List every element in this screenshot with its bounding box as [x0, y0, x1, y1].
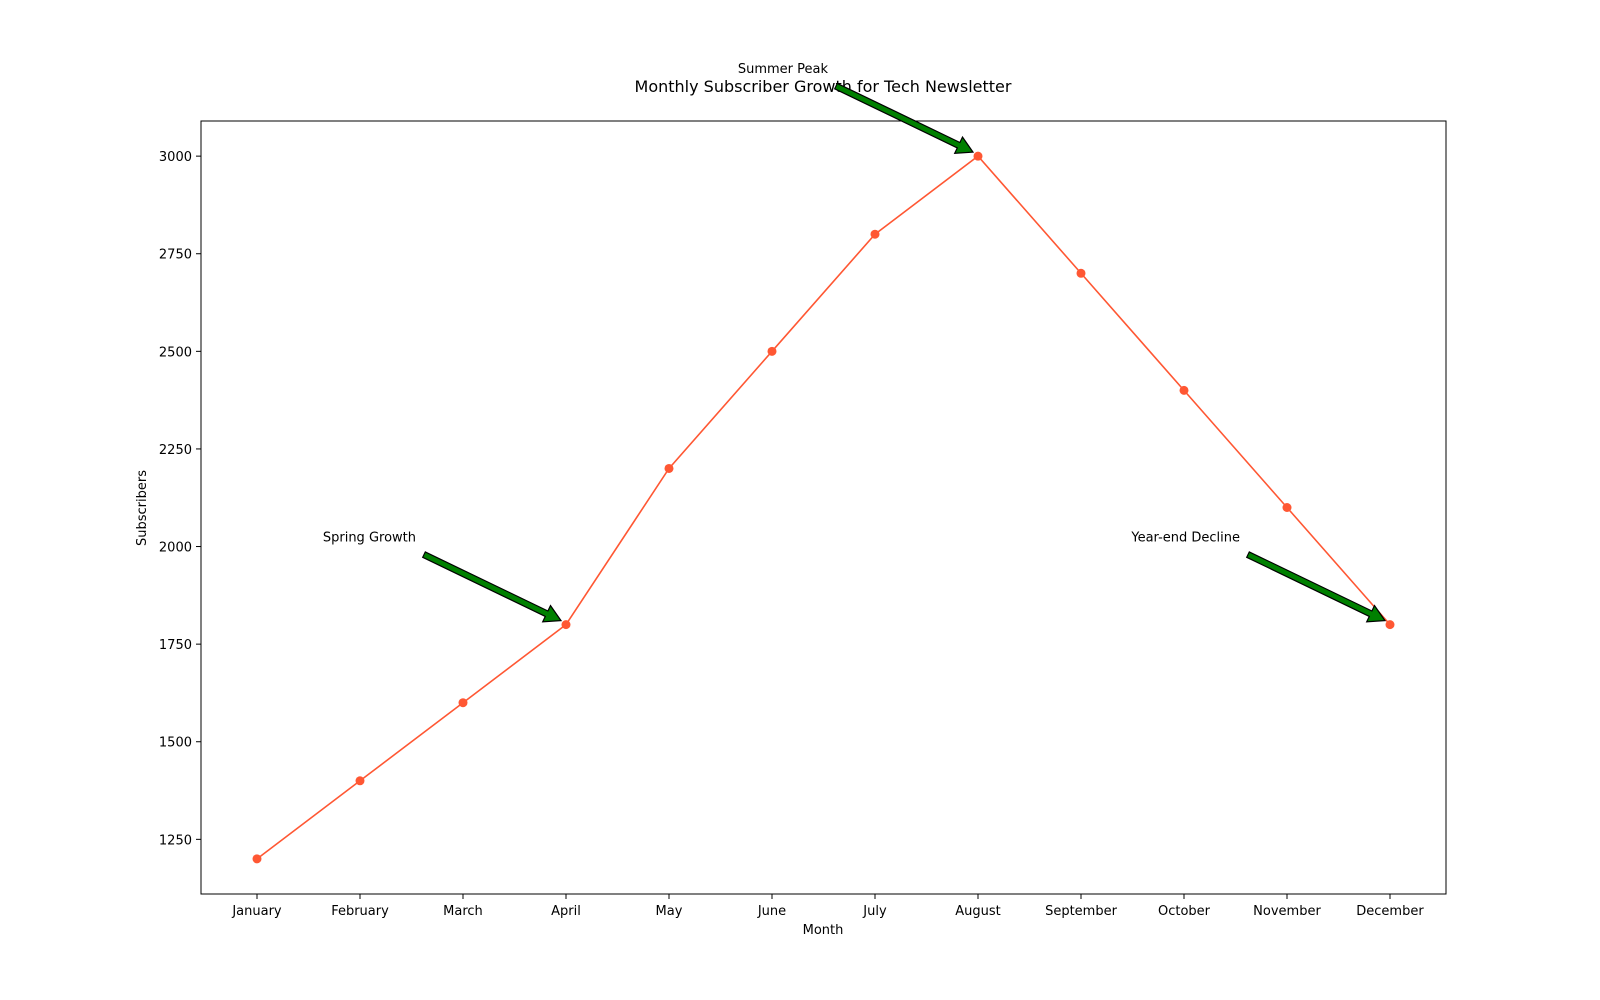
- annotation-arrow: [1245, 551, 1387, 623]
- x-tick-label: September: [1045, 904, 1118, 919]
- y-tick-label: 1750: [159, 638, 192, 653]
- x-tick-label: December: [1356, 904, 1424, 919]
- x-tick-label: October: [1158, 904, 1211, 919]
- series-line: [256, 155, 1391, 860]
- x-tick-label: August: [955, 904, 1001, 919]
- plot-frame: [200, 120, 1447, 895]
- x-tick-label: April: [551, 904, 581, 919]
- data-point: [973, 151, 983, 161]
- x-tick-label: January: [231, 904, 282, 919]
- annotation-arrow: [833, 82, 975, 154]
- data-point: [1179, 385, 1189, 395]
- annotation-arrow: [421, 551, 563, 623]
- data-point: [252, 854, 262, 864]
- x-tick-label: February: [331, 904, 389, 919]
- y-tick-label: 2500: [159, 345, 192, 360]
- annotation-label: Spring Growth: [323, 531, 416, 546]
- y-tick-label: 1500: [159, 736, 192, 751]
- x-tick-label: May: [656, 904, 683, 919]
- annotation-label: Year-end Decline: [1130, 531, 1240, 546]
- y-axis-title: Subscribers: [135, 470, 150, 546]
- y-tick-label: 2250: [159, 443, 192, 458]
- data-point: [561, 620, 571, 630]
- y-tick-label: 2750: [159, 248, 192, 263]
- x-tick-label: March: [443, 904, 483, 919]
- plot-area: 1250 1500 1750 2000 2250 2500 2750 3000 January F…: [159, 62, 1447, 919]
- data-point: [1282, 503, 1292, 512]
- y-tick-label: 3000: [159, 150, 192, 165]
- x-tick-label: June: [757, 904, 786, 919]
- x-tick-label: November: [1253, 904, 1321, 919]
- data-point: [355, 776, 365, 786]
- x-tick-label: July: [862, 904, 887, 919]
- data-point: [767, 346, 777, 356]
- annotation-label: Summer Peak: [738, 62, 829, 77]
- data-point: [1076, 268, 1086, 278]
- data-point: [1385, 620, 1395, 630]
- chart-title: Monthly Subscriber Growth for Tech Newsl…: [635, 77, 1012, 96]
- data-point: [870, 229, 880, 239]
- data-point: [458, 698, 468, 708]
- y-tick-label: 1250: [159, 833, 192, 848]
- data-point: [664, 463, 674, 473]
- y-tick-label: 2000: [159, 541, 192, 556]
- x-axis-title: Month: [803, 923, 844, 938]
